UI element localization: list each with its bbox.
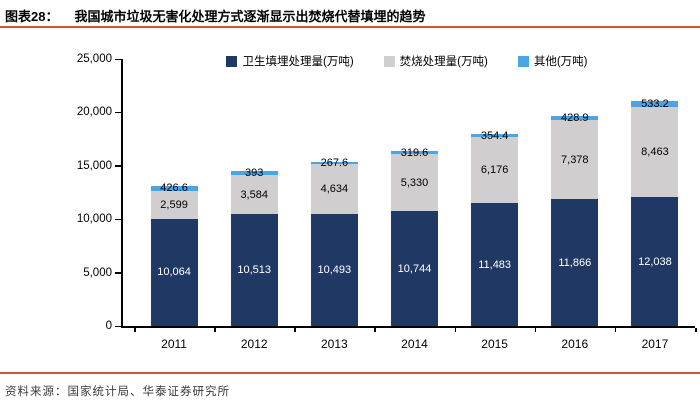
bar-segment-landfill [230,213,278,326]
x-axis-label: 2012 [240,337,268,351]
bar-label-incineration: 3,584 [240,188,268,201]
bar-label-landfill: 10,064 [157,266,191,279]
legend-item-incineration: 焚烧处理量(万吨) [383,53,488,69]
x-axis [121,326,695,328]
y-axis-label: 0 [105,320,112,332]
x-axis-tick [454,327,457,332]
x-axis-label: 2014 [401,337,428,351]
bar-segment-other [310,161,358,165]
y-axis-tick [115,218,121,221]
x-axis-label: 2017 [641,337,669,351]
bar-label-incineration: 8,463 [641,146,669,159]
bar-label-other: 428.9 [561,112,589,125]
x-axis-label: 2016 [561,337,589,351]
bottom-divider [0,372,700,374]
legend-item-landfill: 卫生填埋处理量(万吨) [226,53,354,69]
y-axis-label: 5,000 [83,266,112,279]
bar-segment-incineration [551,120,599,200]
x-axis-label: 2011 [161,337,187,351]
y-axis-tick [115,325,121,327]
bar-segment-other [391,150,438,155]
bar-label-landfill: 11,483 [478,258,512,271]
bar-label-incineration: 4,634 [320,183,349,196]
bar-segment-other [150,186,198,191]
x-axis-tick [534,327,537,332]
bar-label-incineration: 6,176 [480,164,509,177]
legend-item-other: 其他(万吨) [517,53,588,69]
bar-label-landfill: 11,866 [558,256,592,269]
bar-label-landfill: 10,513 [237,263,272,276]
bar-segment-other [471,133,519,138]
y-axis-tick [115,272,121,274]
figure-header: 图表28： 我国城市垃圾无害化处理方式逐渐显示出焚烧代替填埋的趋势 [5,6,425,25]
x-axis-tick [294,327,296,332]
legend-swatch-incineration [383,55,395,67]
x-axis-tick [214,327,216,332]
bar-segment-incineration [150,190,198,219]
bar-label-other: 426.6 [160,182,188,195]
bar-label-other: 267.6 [320,157,349,169]
x-axis-label: 2013 [320,337,348,351]
y-axis-label: 25,000 [76,53,112,65]
bar-segment-incineration [310,164,358,214]
legend-label-landfill: 卫生填埋处理量(万吨) [242,56,354,68]
x-axis-label: 2015 [481,337,508,351]
x-axis-tick [374,327,376,332]
bar-segment-incineration [471,137,519,204]
bar-segment-landfill [471,203,519,326]
bar-segment-other [631,101,679,108]
figure-number: 图表28： [5,9,59,24]
bar-label-landfill: 10,744 [397,262,432,275]
bar-label-other: 319.6 [400,146,429,159]
bar-label-incineration: 2,599 [160,198,188,211]
bar-label-other: 393 [245,167,264,180]
bar-label-other: 533.2 [641,98,669,111]
y-axis-label: 20,000 [76,106,112,119]
legend-swatch-landfill [226,55,238,67]
x-axis-tick [695,327,697,332]
bar-segment-landfill [551,199,599,326]
figure-title: 我国城市垃圾无害化处理方式逐渐显示出焚烧代替填埋的趋势 [74,9,426,24]
legend-swatch-other [517,55,529,67]
bar-segment-landfill [391,211,438,326]
x-axis-tick [134,327,136,332]
y-axis-tick [115,165,121,167]
top-divider [0,26,700,28]
bar-label-landfill: 10,493 [317,263,352,276]
y-axis [121,59,123,328]
bar-segment-landfill [310,213,358,326]
bar-segment-incineration [391,154,438,212]
legend-label-incineration: 焚烧处理量(万吨) [399,56,488,68]
legend-label-other: 其他(万吨) [533,56,588,68]
bar-segment-landfill [150,218,198,326]
source-note: 资料来源：国家统计局、华泰证券研究所 [5,386,230,398]
bar-segment-other [230,171,278,176]
y-axis-tick [115,58,121,60]
bar-label-incineration: 7,378 [561,153,589,166]
bar-segment-landfill [631,197,679,326]
y-axis-tick [115,111,121,114]
bar-segment-other [551,115,599,121]
bar-label-other: 354.4 [480,129,509,142]
chart-legend: 卫生填埋处理量(万吨) 焚烧处理量(万吨) 其他(万吨) [122,53,692,69]
y-axis-label: 15,000 [76,159,112,172]
bar-segment-incineration [230,175,278,214]
bar-label-landfill: 12,038 [638,255,672,268]
bar-label-incineration: 5,330 [400,176,429,189]
x-axis-tick [614,327,617,332]
y-axis-label: 10,000 [76,213,112,226]
bar-segment-incineration [631,107,679,198]
